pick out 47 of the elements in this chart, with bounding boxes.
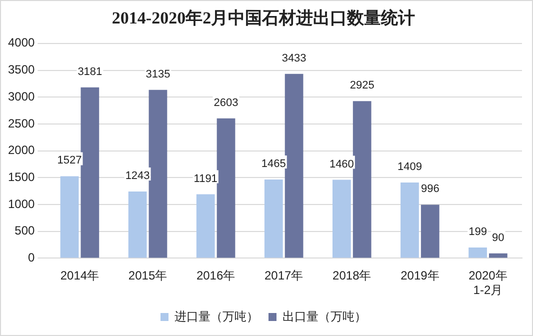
bar xyxy=(468,248,487,258)
y-tick-label: 500 xyxy=(14,224,36,238)
x-tick-label: 2020年 1-2月 xyxy=(468,268,508,298)
x-tick-label: 2016年 xyxy=(196,268,236,283)
data-label: 1527 xyxy=(57,154,82,167)
data-label: 2603 xyxy=(214,96,238,109)
y-tick-label: 2500 xyxy=(8,116,36,130)
y-tick-label: 4000 xyxy=(8,36,36,50)
x-tick-label: 2018年 xyxy=(332,268,372,283)
y-tick-label: 1500 xyxy=(8,170,36,184)
bar xyxy=(128,191,147,258)
y-tick-label: 3000 xyxy=(8,89,36,104)
y-tick-label: 2000 xyxy=(8,143,36,158)
bar xyxy=(264,180,283,258)
x-tick-label: 2019年 xyxy=(400,268,440,283)
data-label: 1243 xyxy=(125,170,150,182)
bar xyxy=(352,101,372,258)
bar xyxy=(400,182,419,258)
x-tick-label: 2015年 xyxy=(128,268,168,283)
data-label: 90 xyxy=(492,232,504,244)
y-tick-label: 0 xyxy=(28,250,36,265)
data-label: 1465 xyxy=(261,158,286,170)
legend-label: 出口量（万吨） xyxy=(282,309,366,324)
bar xyxy=(284,74,304,258)
chart-title: 2014-2020年2月中国石材进出口数量统计 xyxy=(112,8,416,28)
data-label: 199 xyxy=(468,226,487,238)
bar xyxy=(489,253,508,258)
data-label: 2925 xyxy=(350,80,374,92)
x-tick-label: 2017年 xyxy=(264,268,304,283)
data-label: 1191 xyxy=(194,172,218,185)
bar xyxy=(420,204,440,258)
data-label: 1460 xyxy=(329,158,354,170)
y-tick-label: 1000 xyxy=(8,196,36,211)
data-label: 3135 xyxy=(146,68,170,80)
bar xyxy=(196,194,215,258)
data-label: 1409 xyxy=(397,161,422,174)
legend-label: 进口量（万吨） xyxy=(174,309,258,324)
bar xyxy=(60,176,79,258)
data-label: 3181 xyxy=(78,66,102,78)
bar xyxy=(80,87,100,258)
y-tick-label: 3500 xyxy=(8,62,36,77)
bar xyxy=(148,90,168,258)
data-label: 996 xyxy=(420,183,440,196)
bar xyxy=(332,180,351,258)
data-label: 3433 xyxy=(282,52,306,64)
x-tick-label: 2014年 xyxy=(60,268,100,283)
bar xyxy=(216,118,236,258)
